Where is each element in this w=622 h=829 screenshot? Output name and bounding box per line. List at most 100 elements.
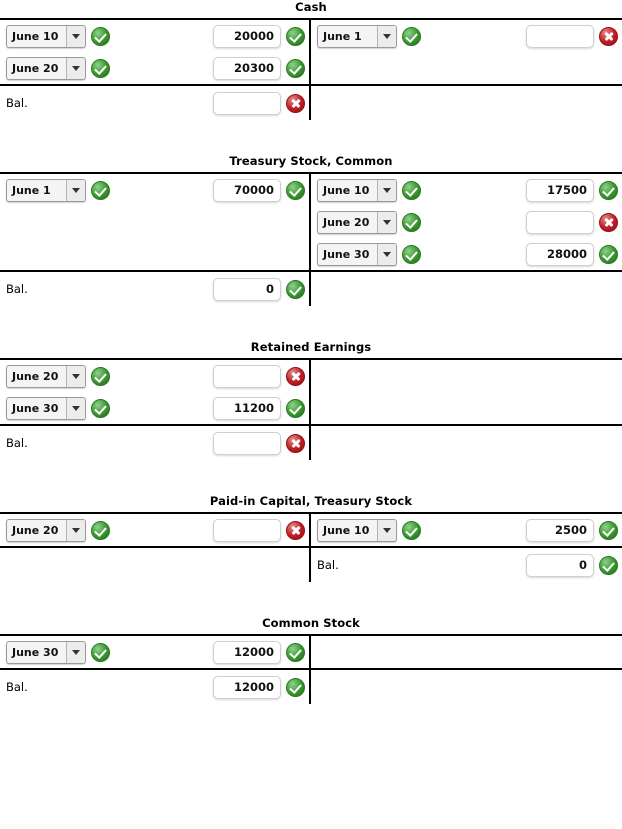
section-gap bbox=[0, 120, 622, 154]
amount-input[interactable] bbox=[213, 518, 281, 542]
date-select[interactable]: June 10 bbox=[6, 24, 86, 48]
t-account-left-side: June 20 June 30 11200 Bal. bbox=[0, 360, 311, 460]
balance-label-cell: Bal. bbox=[0, 677, 155, 697]
amount-cell: 20000 bbox=[155, 24, 310, 48]
t-account: Cash June 10 20000 June 20 20300 Bal. June 1 bbox=[0, 0, 622, 154]
entry-rows: June 10 17500 June 20 June 30 28000 bbox=[311, 174, 622, 272]
check-circle-icon bbox=[599, 555, 618, 575]
date-select[interactable]: June 10 bbox=[317, 518, 397, 542]
amount-input[interactable] bbox=[213, 364, 281, 388]
balance-label-cell: Bal. bbox=[0, 433, 155, 453]
date-cell: June 20 bbox=[0, 518, 155, 542]
t-account: Treasury Stock, Common June 1 70000 Bal. 0 Ju… bbox=[0, 154, 622, 340]
check-circle-icon bbox=[599, 244, 618, 264]
chevron-down-icon[interactable] bbox=[377, 179, 396, 201]
date-select[interactable]: June 20 bbox=[6, 364, 86, 388]
amount-input[interactable] bbox=[213, 431, 281, 455]
entry-rows: June 10 20000 June 20 20300 bbox=[0, 20, 309, 86]
balance-row-empty bbox=[311, 86, 622, 120]
chevron-down-icon[interactable] bbox=[66, 57, 85, 79]
account-title: Retained Earnings bbox=[250, 340, 372, 354]
check-circle-icon bbox=[286, 398, 305, 418]
amount-input[interactable] bbox=[213, 91, 281, 115]
entry-row: June 20 bbox=[311, 206, 622, 238]
chevron-down-icon[interactable] bbox=[66, 641, 85, 663]
amount-input[interactable]: 0 bbox=[213, 277, 281, 301]
entry-row: June 20 bbox=[0, 360, 309, 392]
amount-cell: 20300 bbox=[155, 56, 310, 80]
chevron-down-icon[interactable] bbox=[377, 519, 396, 541]
balance-label: Bal. bbox=[6, 436, 28, 450]
check-circle-icon bbox=[286, 180, 305, 200]
entry-row: June 20 bbox=[0, 514, 309, 546]
entry-row: June 1 70000 bbox=[0, 174, 309, 206]
balance-label-cell: Bal. bbox=[0, 93, 155, 113]
date-select[interactable]: June 1 bbox=[6, 178, 86, 202]
chevron-down-icon[interactable] bbox=[66, 25, 85, 47]
amount-input[interactable]: 12000 bbox=[213, 675, 281, 699]
t-account-right-side: June 10 17500 June 20 June 30 28000 bbox=[311, 174, 622, 306]
account-title: Paid-in Capital, Treasury Stock bbox=[209, 494, 413, 508]
amount-cell: 17500 bbox=[467, 178, 622, 202]
amount-input[interactable]: 70000 bbox=[213, 178, 281, 202]
x-circle-icon bbox=[286, 433, 305, 453]
amount-cell: 12000 bbox=[155, 640, 310, 664]
check-circle-icon bbox=[402, 520, 421, 540]
chevron-down-icon[interactable] bbox=[66, 365, 85, 387]
amount-cell: 28000 bbox=[467, 242, 622, 266]
t-account-table: June 30 12000 Bal. 12000 bbox=[0, 634, 622, 704]
date-select[interactable]: June 10 bbox=[317, 178, 397, 202]
entry-rows: June 1 70000 bbox=[0, 174, 309, 272]
amount-cell bbox=[155, 364, 310, 388]
balance-label-cell: Bal. bbox=[0, 279, 155, 299]
chevron-down-icon[interactable] bbox=[377, 211, 396, 233]
entry-row: June 30 28000 bbox=[311, 238, 622, 270]
amount-cell bbox=[467, 24, 622, 48]
amount-cell: 2500 bbox=[467, 518, 622, 542]
date-select[interactable]: June 20 bbox=[6, 518, 86, 542]
date-select[interactable]: June 30 bbox=[317, 242, 397, 266]
x-circle-icon bbox=[599, 26, 618, 46]
chevron-down-icon[interactable] bbox=[66, 519, 85, 541]
chevron-down-icon[interactable] bbox=[377, 25, 396, 47]
chevron-down-icon[interactable] bbox=[66, 397, 85, 419]
amount-input[interactable]: 0 bbox=[526, 553, 594, 577]
date-select[interactable]: June 30 bbox=[6, 396, 86, 420]
balance-row: Bal. 12000 bbox=[0, 670, 309, 704]
entry-row: June 10 20000 bbox=[0, 20, 309, 52]
check-circle-icon bbox=[286, 58, 305, 78]
amount-input[interactable]: 12000 bbox=[213, 640, 281, 664]
amount-input[interactable]: 2500 bbox=[526, 518, 594, 542]
chevron-down-icon[interactable] bbox=[66, 179, 85, 201]
date-select[interactable]: June 20 bbox=[6, 56, 86, 80]
entry-row: June 30 12000 bbox=[0, 636, 309, 668]
amount-input[interactable]: 17500 bbox=[526, 178, 594, 202]
entry-rows: June 20 bbox=[0, 514, 309, 548]
balance-row: Bal. 0 bbox=[311, 548, 622, 582]
t-account-table: June 20 June 10 2500 Bal. 0 bbox=[0, 512, 622, 582]
amount-input[interactable]: 28000 bbox=[526, 242, 594, 266]
chevron-down-icon[interactable] bbox=[377, 243, 396, 265]
date-select-value: June 20 bbox=[323, 215, 370, 229]
amount-input[interactable] bbox=[526, 210, 594, 234]
date-select[interactable]: June 20 bbox=[317, 210, 397, 234]
t-account: Common Stock June 30 12000 Bal. 12000 bbox=[0, 616, 622, 738]
date-select[interactable]: June 1 bbox=[317, 24, 397, 48]
section-gap bbox=[0, 582, 622, 616]
t-account-left-side: June 20 bbox=[0, 514, 311, 582]
date-select-value: June 30 bbox=[12, 645, 59, 659]
x-circle-icon bbox=[286, 93, 305, 113]
check-circle-icon bbox=[91, 366, 110, 386]
date-select[interactable]: June 30 bbox=[6, 640, 86, 664]
check-circle-icon bbox=[91, 398, 110, 418]
x-circle-icon bbox=[286, 366, 305, 386]
balance-label: Bal. bbox=[6, 680, 28, 694]
balance-row-empty bbox=[311, 670, 622, 704]
date-cell: June 30 bbox=[0, 640, 155, 664]
amount-input[interactable]: 20000 bbox=[213, 24, 281, 48]
amount-input[interactable]: 11200 bbox=[213, 396, 281, 420]
date-cell: June 10 bbox=[0, 24, 155, 48]
amount-input[interactable]: 20300 bbox=[213, 56, 281, 80]
amount-input[interactable] bbox=[526, 24, 594, 48]
check-circle-icon bbox=[91, 520, 110, 540]
